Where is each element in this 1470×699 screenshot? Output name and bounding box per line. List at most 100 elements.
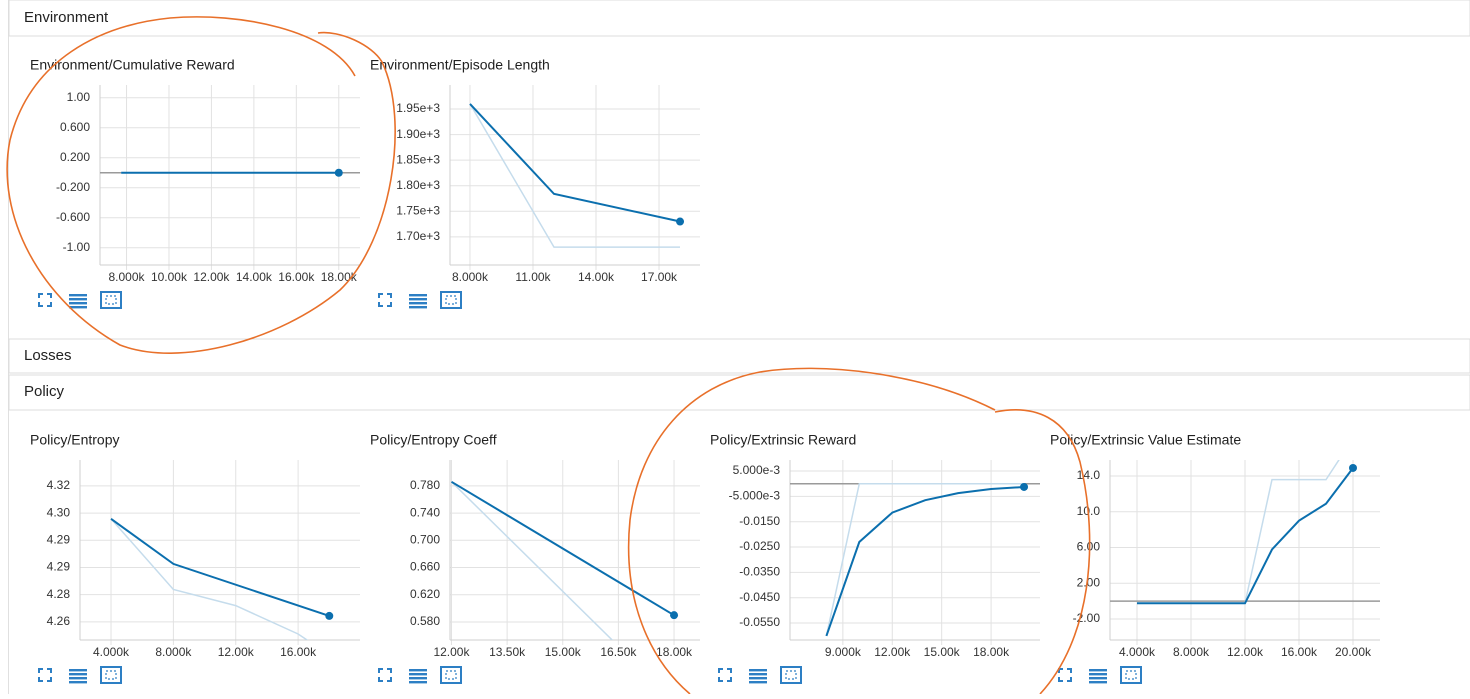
icon-bar bbox=[1089, 673, 1107, 676]
chart-card: Policy/Entropy 4.32 4.30 4.29 4.29 4.28 4.26 4.… bbox=[30, 432, 360, 684]
y-tick-label: 0.200 bbox=[60, 150, 90, 164]
last-point bbox=[1020, 482, 1029, 491]
x-tick-label: 16.50k bbox=[600, 645, 637, 659]
x-tick-label: 12.00k bbox=[874, 645, 911, 659]
icon-corner bbox=[1067, 668, 1072, 673]
icon-corner bbox=[1058, 677, 1063, 682]
series-line bbox=[825, 486, 1025, 637]
icon-corner bbox=[387, 668, 392, 673]
x-tick-label: 15.00k bbox=[545, 645, 582, 659]
data-table-icon[interactable] bbox=[749, 669, 767, 684]
y-tick-label: 4.30 bbox=[47, 505, 71, 519]
chart-title: Policy/Extrinsic Value Estimate bbox=[1050, 432, 1241, 448]
series-group bbox=[469, 103, 681, 248]
icon-bar bbox=[69, 302, 87, 305]
x-tick-label: 14.00k bbox=[236, 270, 273, 284]
chart-title: Policy/Entropy bbox=[30, 432, 119, 448]
fullscreen-icon[interactable] bbox=[38, 293, 52, 307]
section-header[interactable] bbox=[8, 0, 1470, 37]
y-tick-label: -0.0150 bbox=[739, 514, 780, 528]
icon-box bbox=[1120, 666, 1142, 684]
icon-bar bbox=[1089, 677, 1107, 680]
series-line bbox=[469, 103, 681, 223]
x-tick-label: 10.00k bbox=[151, 270, 188, 284]
icon-bar bbox=[409, 294, 427, 297]
fit-domain-icon[interactable] bbox=[780, 666, 802, 684]
series-line bbox=[450, 480, 675, 617]
y-tick-label: 0.600 bbox=[60, 120, 90, 134]
icon-inner bbox=[445, 295, 457, 305]
icon-corner bbox=[38, 293, 43, 298]
data-table-icon[interactable] bbox=[409, 669, 427, 684]
fullscreen-icon[interactable] bbox=[1058, 668, 1072, 682]
charts: Environment/Cumulative Reward 1.00 0.600 0.… bbox=[30, 57, 1380, 684]
icon-box bbox=[100, 666, 122, 684]
icon-corner bbox=[38, 677, 43, 682]
icon-bar bbox=[1089, 669, 1107, 672]
fit-domain-icon[interactable] bbox=[1120, 666, 1142, 684]
last-point bbox=[325, 611, 334, 620]
data-table-icon[interactable] bbox=[1089, 669, 1107, 684]
y-tick-label: 14.0 bbox=[1077, 468, 1101, 482]
icon-corner bbox=[47, 668, 52, 673]
icon-bar bbox=[409, 681, 427, 684]
y-tick-label: -2.00 bbox=[1073, 611, 1101, 625]
fullscreen-icon[interactable] bbox=[718, 668, 732, 682]
y-tick-label: -0.600 bbox=[56, 210, 90, 224]
section-title: Policy bbox=[24, 383, 65, 400]
chart-card: Environment/Episode Length 1.95e+3 1.90e+3… bbox=[370, 57, 700, 309]
data-table-icon[interactable] bbox=[409, 294, 427, 309]
series-line bbox=[469, 103, 680, 248]
x-tick-label: 16.00k bbox=[280, 645, 317, 659]
icon-bar bbox=[409, 298, 427, 301]
data-table-icon[interactable] bbox=[69, 669, 87, 684]
fit-domain-icon[interactable] bbox=[440, 291, 462, 309]
y-tick-label: 1.00 bbox=[67, 90, 91, 104]
fit-domain-icon[interactable] bbox=[100, 291, 122, 309]
fullscreen-icon[interactable] bbox=[38, 668, 52, 682]
y-tick-label: 1.70e+3 bbox=[396, 229, 440, 243]
x-tick-label: 17.00k bbox=[641, 270, 678, 284]
x-tick-label: 9.000k bbox=[825, 645, 862, 659]
series-line bbox=[110, 518, 309, 640]
series-line bbox=[110, 517, 330, 617]
icon-inner bbox=[785, 670, 797, 680]
chart-card: Environment/Cumulative Reward 1.00 0.600 0.… bbox=[30, 57, 360, 309]
icon-inner bbox=[105, 295, 117, 305]
fullscreen-icon[interactable] bbox=[378, 668, 392, 682]
icon-bar bbox=[749, 681, 767, 684]
data-table-icon[interactable] bbox=[69, 294, 87, 309]
x-tick-label: 12.00k bbox=[433, 645, 470, 659]
section-header[interactable] bbox=[8, 338, 1470, 374]
icon-corner bbox=[727, 677, 732, 682]
icon-bar bbox=[409, 669, 427, 672]
section-header[interactable] bbox=[8, 374, 1470, 411]
y-tick-label: 5.000e-3 bbox=[733, 463, 781, 477]
y-tick-label: 0.700 bbox=[410, 532, 440, 546]
last-point bbox=[1349, 463, 1357, 472]
icon-bar bbox=[749, 673, 767, 676]
section-title: Environment bbox=[24, 9, 109, 26]
series-group bbox=[1137, 460, 1354, 605]
icon-inner bbox=[445, 670, 457, 680]
icon-corner bbox=[718, 668, 723, 673]
annotation-circle bbox=[627, 367, 996, 695]
x-tick-label: 18.00k bbox=[973, 645, 1010, 659]
y-tick-label: 1.80e+3 bbox=[396, 178, 440, 192]
y-tick-label: -0.0350 bbox=[739, 565, 780, 579]
fit-domain-icon[interactable] bbox=[100, 666, 122, 684]
icon-corner bbox=[387, 293, 392, 298]
series-line bbox=[1137, 467, 1354, 605]
x-tick-label: 16.00k bbox=[1281, 645, 1318, 659]
fullscreen-icon[interactable] bbox=[378, 293, 392, 307]
fit-domain-icon[interactable] bbox=[440, 666, 462, 684]
icon-bar bbox=[69, 681, 87, 684]
icon-bar bbox=[749, 677, 767, 680]
icon-box bbox=[780, 666, 802, 684]
icon-bar bbox=[409, 302, 427, 305]
icon-bar bbox=[69, 669, 87, 672]
y-tick-label: -1.00 bbox=[63, 240, 91, 254]
x-tick-label: 8.000k bbox=[155, 645, 192, 659]
last-point bbox=[676, 217, 685, 226]
icon-corner bbox=[378, 293, 383, 298]
